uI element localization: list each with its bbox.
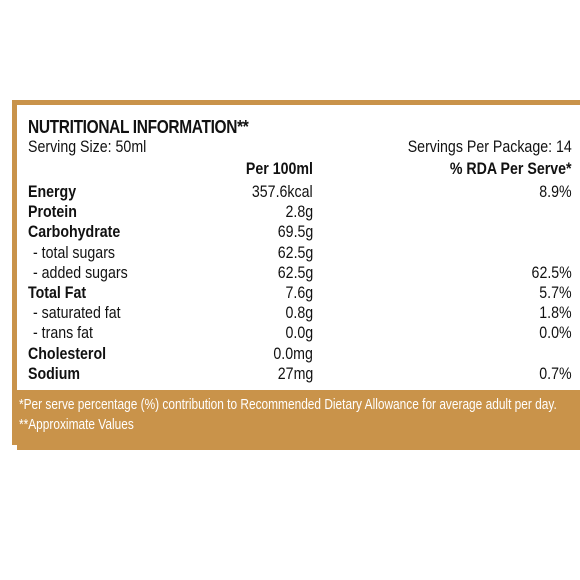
nutrient-per-100ml: 0.0mg: [273, 344, 313, 363]
nutrient-name: - added sugars: [33, 263, 128, 282]
nutrient-row-total-sugars: - total sugars 62.5g: [28, 243, 572, 263]
nutrient-per-100ml: 0.0g: [285, 324, 313, 343]
nutrient-name: Energy: [28, 183, 77, 201]
footnote-band: *Per serve percentage (%) contribution t…: [17, 390, 580, 450]
nutrient-per-100ml: 62.5g: [277, 263, 313, 282]
nutrient-name: Carbohydrate: [28, 223, 121, 242]
nutrient-rda: 5.7%: [539, 283, 572, 302]
footnote-rda: *Per serve percentage (%) contribution t…: [19, 397, 557, 413]
nutrient-name: - trans fat: [33, 324, 93, 343]
nutrient-row-energy: Energy 357.6kcal 8.9%: [28, 182, 572, 202]
nutrient-per-100ml: 357.6kcal: [252, 183, 313, 201]
nutrition-table: NUTRITIONAL INFORMATION** Serving Size: …: [28, 115, 572, 395]
nutrient-row-saturated-fat: - saturated fat 0.8g 1.8%: [28, 303, 572, 323]
column-header-per-100ml: Per 100ml: [245, 160, 313, 178]
nutrient-per-100ml: 69.5g: [277, 223, 313, 242]
nutrient-row-trans-fat: - trans fat 0.0g 0.0%: [28, 323, 572, 343]
nutrient-rda: 0.7%: [539, 364, 572, 383]
nutrient-name: Sodium: [28, 364, 81, 383]
nutrient-row-carbohydrate: Carbohydrate 69.5g: [28, 222, 572, 242]
nutrient-name: - saturated fat: [33, 304, 121, 323]
nutrient-row-protein: Protein 2.8g: [28, 202, 572, 222]
nutrient-name: Protein: [28, 203, 77, 222]
serving-size: Serving Size: 50ml: [28, 138, 147, 156]
nutrient-per-100ml: 27mg: [277, 364, 313, 383]
nutrient-per-100ml: 0.8g: [285, 304, 313, 323]
nutrient-rda: 1.8%: [539, 304, 572, 323]
nutrient-row-added-sugars: - added sugars 62.5g 62.5%: [28, 263, 572, 283]
nutrient-row-sodium: Sodium 27mg 0.7%: [28, 364, 572, 384]
nutrient-row-cholesterol: Cholesterol 0.0mg: [28, 344, 572, 364]
nutrition-label: NUTRITIONAL INFORMATION** Serving Size: …: [12, 100, 580, 450]
nutrient-rda: 0.0%: [539, 324, 572, 343]
servings-per-package: Servings Per Package: 14: [407, 138, 572, 156]
footnote-approximate: **Approximate Values: [19, 417, 134, 433]
nutrient-per-100ml: 2.8g: [285, 203, 313, 222]
nutrient-per-100ml: 62.5g: [277, 243, 313, 262]
column-header-rda: % RDA Per Serve*: [450, 160, 572, 178]
nutrient-rda: 8.9%: [539, 183, 572, 201]
nutrient-rda: 62.5%: [531, 263, 572, 282]
nutrient-name: - total sugars: [33, 243, 116, 262]
nutrient-per-100ml: 7.6g: [285, 283, 313, 302]
nutrient-name: Total Fat: [28, 283, 87, 302]
nutrient-rows: Energy 357.6kcal 8.9% Protein 2.8g Carbo…: [28, 182, 572, 384]
nutrient-row-total-fat: Total Fat 7.6g 5.7%: [28, 283, 572, 303]
label-title: NUTRITIONAL INFORMATION**: [28, 117, 249, 137]
nutrient-name: Cholesterol: [28, 344, 107, 363]
